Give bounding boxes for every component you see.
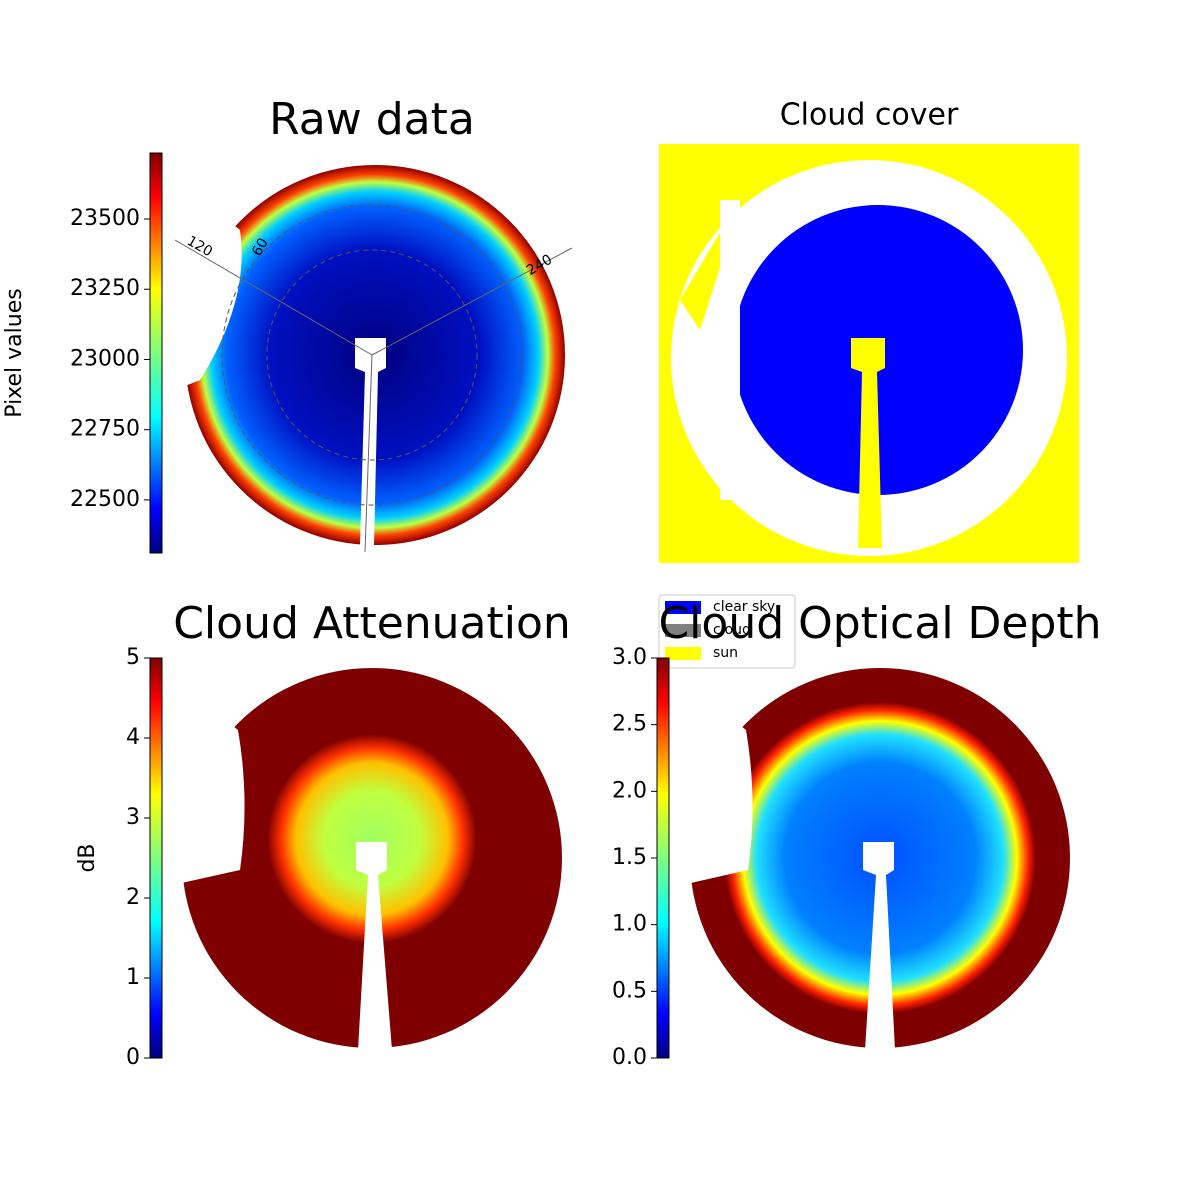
colorbar-tick-label: 23000 [70,346,140,371]
colorbar-tick-label: 1.0 [612,912,647,937]
panel-title: Cloud Optical Depth [658,598,1101,649]
legend-swatch [665,601,701,614]
legend-label: sun [713,645,738,661]
colorbar-tick-label: 0.5 [612,978,647,1003]
colorbar-tick-label: 5 [126,645,140,670]
panel-title: Cloud Attenuation [173,598,571,649]
colorbar-tick-label: 3.0 [612,645,647,670]
optical-depth-image [660,660,1070,1050]
legend-swatch [665,647,701,660]
colorbar-tick-label: 4 [126,725,140,750]
raw-image: 120 60 240 [150,160,600,565]
colorbar-label: dB [75,843,100,872]
polar-label: 60 [249,236,272,259]
legend-label: cloud [713,622,751,638]
legend-swatch [665,624,701,637]
colorbar-tick-label: 23500 [70,206,140,231]
cloud-cover-image [659,144,1079,563]
colorbar-tick-label: 0 [126,1045,140,1070]
colorbar-tick-label: 23250 [70,276,140,301]
colorbar-tick-label: 2.0 [612,778,647,803]
colorbar-tick-label: 2 [126,885,140,910]
colorbar-tick-label: 1 [126,965,140,990]
colorbar [149,657,163,1059]
legend-label: clear sky [713,599,775,615]
colorbar-tick-label: 1.5 [612,845,647,870]
colorbar-tick-label: 0.0 [612,1045,647,1070]
colorbar-tick-label: 3 [126,805,140,830]
colorbar-tick-label: 22500 [70,487,140,512]
colorbar [656,657,670,1059]
attenuation-image [150,660,562,1050]
colorbar-label: Pixel values [2,288,27,417]
colorbar-tick-label: 22750 [70,417,140,442]
colorbar [149,152,163,554]
panel-title: Cloud cover [780,98,959,133]
panel-title: Raw data [269,94,475,145]
colorbar-tick-label: 2.5 [612,712,647,737]
